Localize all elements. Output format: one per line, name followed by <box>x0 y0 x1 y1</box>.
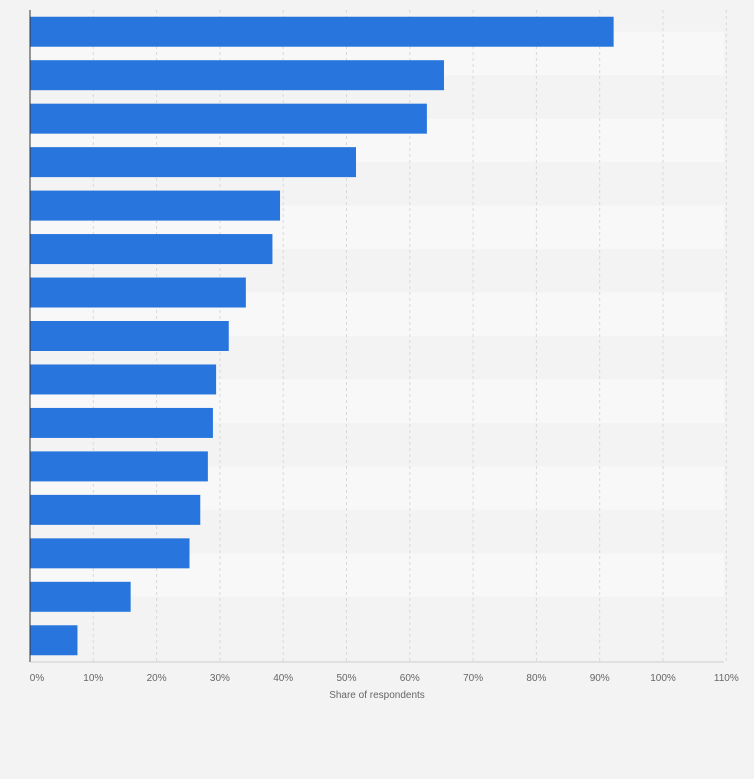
x-tick-label: 10% <box>83 673 103 684</box>
bar[interactable] <box>30 16 614 47</box>
x-tick-label: 50% <box>336 673 356 684</box>
x-tick-label: 100% <box>650 673 676 684</box>
bar[interactable] <box>30 625 78 656</box>
row-band <box>30 596 724 641</box>
bar[interactable] <box>30 321 229 351</box>
bars <box>30 16 614 656</box>
x-tick-labels: 0% 10% 20% 30% 40% 50% 60% 70% 80% 90% 100% 110% <box>30 673 739 684</box>
x-tick-label: 60% <box>400 673 420 684</box>
x-tick-label: 30% <box>210 673 230 684</box>
bar[interactable] <box>30 147 356 178</box>
x-tick-label: 40% <box>273 673 293 684</box>
x-tick-label: 90% <box>590 673 610 684</box>
x-tick-label: 70% <box>463 673 483 684</box>
axes <box>29 10 724 663</box>
x-tick-label: 20% <box>147 673 167 684</box>
bar[interactable] <box>30 538 190 569</box>
bar[interactable] <box>30 451 208 482</box>
bar[interactable] <box>30 407 213 438</box>
bar[interactable] <box>30 234 273 265</box>
x-tick-label: 80% <box>526 673 546 684</box>
bar[interactable] <box>30 494 201 525</box>
bar[interactable] <box>30 190 281 221</box>
bar[interactable] <box>30 581 131 612</box>
bar[interactable] <box>30 364 217 395</box>
x-tick-label: 0% <box>30 673 45 684</box>
x-tick-label: 110% <box>714 673 739 684</box>
bar[interactable] <box>30 60 444 91</box>
bar[interactable] <box>30 277 246 308</box>
x-axis-title: Share of respondents <box>329 690 425 701</box>
bar[interactable] <box>30 103 427 134</box>
